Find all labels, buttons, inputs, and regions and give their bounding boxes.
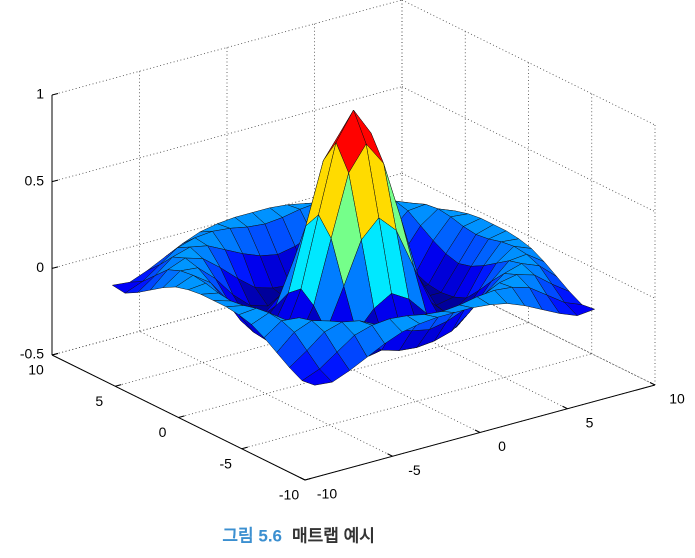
grid-line	[401, 172, 656, 299]
y-tick-label: 10	[28, 362, 44, 378]
y-tick	[178, 415, 185, 418]
x-tick-label: 0	[498, 438, 506, 454]
x-tick	[649, 382, 656, 386]
z-tick-label: -0.5	[20, 346, 44, 362]
z-tick-label: 1	[36, 86, 44, 102]
caption-label: 그림 5.6	[222, 526, 282, 545]
y-tick-label: 0	[159, 424, 167, 440]
grid-line	[178, 322, 529, 418]
y-tick	[115, 384, 122, 387]
z-tick	[51, 266, 59, 269]
grid-line	[51, 0, 403, 96]
y-tick-label: 5	[95, 393, 103, 409]
z-tick-label: 0	[36, 259, 44, 275]
z-tick-label: 0.5	[25, 172, 45, 188]
x-tick	[562, 405, 568, 410]
grid-line	[401, 0, 656, 126]
y-tick	[304, 477, 312, 481]
x-tick	[299, 477, 306, 481]
x-tick-label: -5	[408, 462, 421, 478]
z-tick	[51, 93, 59, 96]
caption-text: 매트랩 예시	[292, 526, 375, 545]
grid-line	[401, 86, 656, 213]
grid-line	[51, 172, 403, 269]
x-tick	[474, 429, 481, 433]
y-tick	[51, 352, 59, 356]
grid-line	[139, 330, 393, 457]
grid-line	[241, 353, 592, 450]
y-tick-label: -10	[279, 487, 299, 503]
grid-line	[51, 86, 403, 183]
z-tick	[51, 179, 59, 183]
x-tick-label: -10	[317, 486, 337, 502]
grid-line	[115, 290, 466, 387]
grid-line	[51, 259, 403, 356]
surface-patch	[301, 368, 333, 386]
x-tick-label: 10	[669, 391, 685, 407]
x-tick	[387, 453, 393, 457]
y-tick-label: -5	[220, 455, 233, 471]
x-tick-label: 5	[586, 414, 594, 430]
grid-line	[401, 259, 656, 386]
y-tick	[241, 446, 248, 450]
